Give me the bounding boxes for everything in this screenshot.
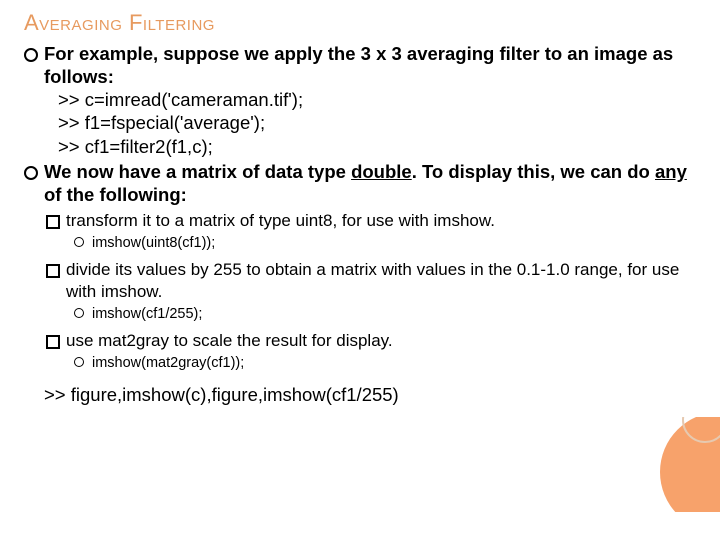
sub-sub-list-1: imshow(uint8(cf1));: [74, 233, 696, 253]
sub-2-text: divide its values by 255 to obtain a mat…: [66, 260, 679, 300]
slide-title: Averaging Filtering: [24, 10, 696, 36]
bullet-2-intro: We now have a matrix of data type double…: [44, 160, 696, 206]
sub-item-1: transform it to a matrix of type uint8, …: [46, 210, 696, 254]
code-line-3: >> cf1=filter2(f1,c);: [44, 135, 696, 158]
sub-sub-list-3: imshow(mat2gray(cf1));: [74, 353, 696, 373]
slide: Averaging Filtering For example, suppose…: [0, 0, 720, 540]
sub-3-text: use mat2gray to scale the result for dis…: [66, 331, 393, 350]
bullet-2-u1: double: [351, 161, 412, 182]
code-line-2: >> f1=fspecial('average');: [44, 111, 696, 134]
sub-1-text: transform it to a matrix of type uint8, …: [66, 211, 495, 230]
bullet-1-intro: For example, suppose we apply the 3 x 3 …: [44, 42, 696, 88]
main-bullet-list: For example, suppose we apply the 3 x 3 …: [24, 42, 696, 374]
bullet-2-post: of the following:: [44, 184, 187, 205]
sub-sub-1: imshow(uint8(cf1));: [74, 233, 696, 253]
bullet-item-1: For example, suppose we apply the 3 x 3 …: [24, 42, 696, 158]
sub-sub-2: imshow(cf1/255);: [74, 304, 696, 324]
sub-sub-3: imshow(mat2gray(cf1));: [74, 353, 696, 373]
final-code-line: >> figure,imshow(c),figure,imshow(cf1/25…: [44, 384, 696, 406]
bullet-2-pre: We now have a matrix of data type: [44, 161, 351, 182]
bullet-2-mid: . To display this, we can do: [412, 161, 655, 182]
corner-decoration: [640, 417, 720, 512]
bullet-item-2: We now have a matrix of data type double…: [24, 160, 696, 374]
sub-item-3: use mat2gray to scale the result for dis…: [46, 330, 696, 374]
sub-item-2: divide its values by 255 to obtain a mat…: [46, 259, 696, 324]
bullet-2-u2: any: [655, 161, 687, 182]
code-line-1: >> c=imread('cameraman.tif');: [44, 88, 696, 111]
sub-sub-list-2: imshow(cf1/255);: [74, 304, 696, 324]
sub-bullet-list: transform it to a matrix of type uint8, …: [46, 210, 696, 374]
